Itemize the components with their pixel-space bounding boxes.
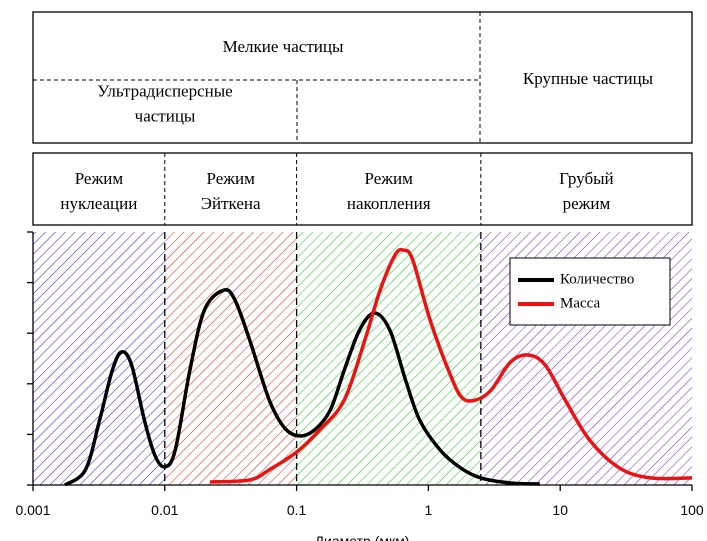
mode-label: нуклеации	[60, 194, 137, 213]
series-line	[209, 247, 693, 484]
mode-label: Режим	[207, 169, 256, 188]
group-label: Крупные частицы	[523, 69, 654, 88]
group-label: Ультрадисперсные	[97, 81, 232, 100]
classification-boxes	[32, 11, 693, 226]
legend-box	[509, 257, 671, 326]
series-line	[63, 288, 540, 487]
group-label: частицы	[135, 106, 196, 125]
region	[296, 232, 481, 485]
mode-label: Режим	[365, 169, 414, 188]
x-tick-label: 0.001	[15, 502, 50, 518]
group-label: Мелкие частицы	[223, 37, 344, 56]
region	[164, 232, 297, 485]
x-tick-label: 1	[425, 502, 433, 518]
legend-label: Количество	[560, 271, 634, 287]
mode-box	[32, 152, 693, 226]
region	[33, 232, 165, 485]
mode-label: Грубый	[559, 169, 613, 188]
x-axis-label: Диаметр (мкм)	[315, 533, 410, 541]
legend-label: Масса	[560, 295, 600, 311]
mode-label: режим	[563, 194, 611, 213]
x-tick-label: 0.01	[151, 502, 178, 518]
mode-label: Режим	[75, 169, 124, 188]
x-tick-label: 10	[552, 502, 568, 518]
size-class-box	[32, 11, 693, 144]
mode-label: Эйткена	[201, 194, 261, 213]
x-tick-label: 0.1	[287, 502, 307, 518]
x-tick-label: 100	[680, 502, 704, 518]
mode-label: накопления	[347, 194, 431, 213]
